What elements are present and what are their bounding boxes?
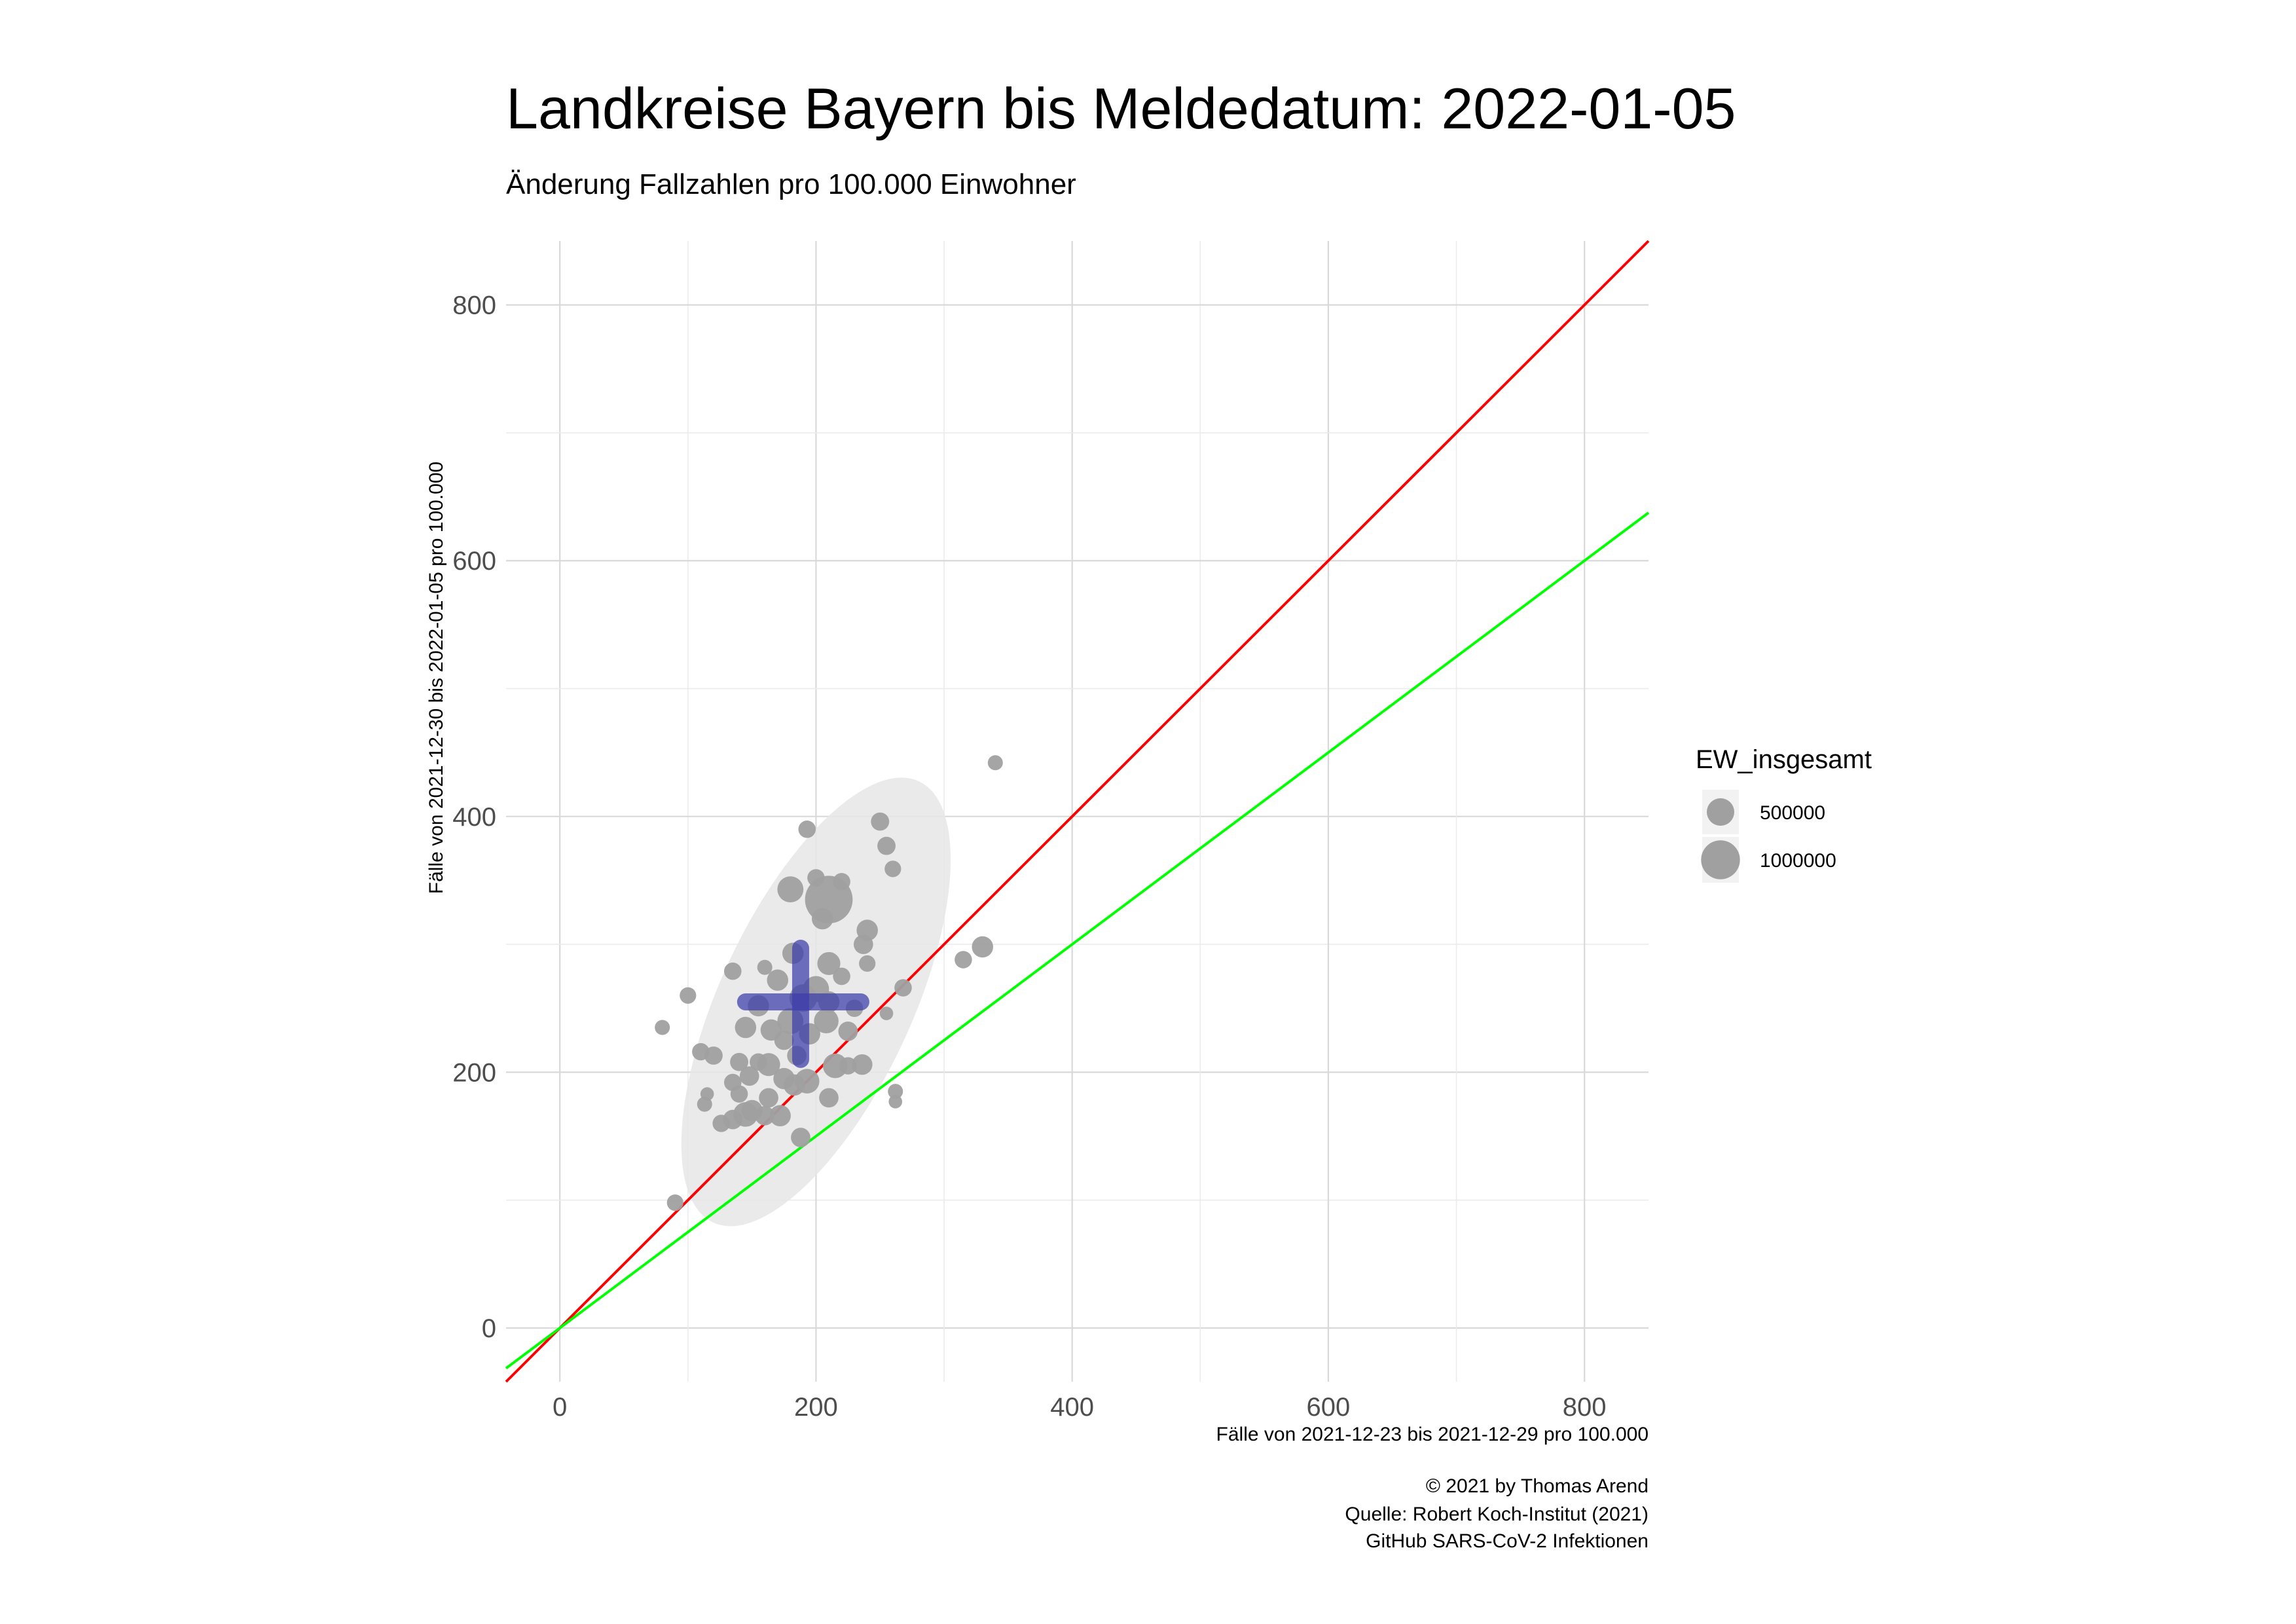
data-point — [852, 1054, 873, 1075]
data-point — [833, 967, 850, 986]
data-point — [712, 1115, 730, 1132]
x-tick-label: 0 — [553, 1393, 567, 1422]
reference-line-2 — [505, 511, 1650, 1370]
data-point — [730, 1085, 748, 1103]
data-point — [680, 987, 697, 1004]
caption-line-3: GitHub SARS-CoV-2 Infektionen — [1366, 1530, 1649, 1552]
data-point — [888, 1095, 902, 1109]
data-point — [822, 1053, 848, 1079]
data-point — [894, 979, 912, 997]
data-point — [755, 1105, 775, 1126]
data-point — [814, 1008, 839, 1034]
data-point — [723, 962, 742, 980]
data-point — [955, 951, 972, 969]
y-tick-label: 400 — [452, 803, 496, 832]
data-point — [774, 1030, 794, 1050]
data-point — [791, 1128, 811, 1147]
y-tick-label: 0 — [482, 1314, 496, 1343]
data-point — [730, 1052, 748, 1071]
chart-title: Landkreise Bayern bis Meldedatum: 2022-0… — [506, 76, 1736, 141]
data-point — [739, 1066, 759, 1086]
data-point — [811, 908, 833, 930]
data-point — [769, 1105, 791, 1127]
caption-line-1: © 2021 by Thomas Arend — [1426, 1475, 1649, 1497]
data-point — [888, 1084, 903, 1099]
reference-line-1 — [505, 240, 1650, 1383]
data-point — [838, 1022, 858, 1041]
x-tick-label: 600 — [1307, 1393, 1351, 1422]
data-point — [859, 955, 876, 972]
mean-cross — [737, 939, 869, 1068]
data-point — [757, 959, 773, 975]
data-point — [735, 1016, 757, 1039]
data-point — [704, 1046, 723, 1065]
data-point — [877, 836, 896, 855]
x-tick-label: 200 — [794, 1393, 838, 1422]
legend-key-1000000 — [1701, 840, 1740, 879]
data-point — [798, 821, 816, 838]
x-axis-label: Fälle von 2021-12-23 bis 2021-12-29 pro … — [1216, 1424, 1649, 1445]
caption-line-2: Quelle: Robert Koch-Institut (2021) — [1345, 1504, 1649, 1525]
reference-lines — [505, 240, 1650, 1383]
y-tick-label: 800 — [452, 291, 496, 320]
data-point — [655, 1020, 670, 1035]
x-tick-label: 800 — [1563, 1393, 1607, 1422]
legend-title: EW_insgesamt — [1696, 745, 1872, 774]
data-point — [819, 1088, 839, 1108]
data-point — [783, 1074, 805, 1096]
y-axis-ticks: 0 200 400 600 800 — [452, 291, 496, 1343]
data-point — [697, 1096, 712, 1112]
data-point — [757, 1053, 780, 1077]
data-point — [871, 812, 890, 831]
legend: EW_insgesamt 500000 1000000 — [1696, 745, 1872, 883]
x-axis-ticks: 0 200 400 600 800 — [553, 1393, 1607, 1422]
data-point — [853, 934, 873, 954]
legend-label-1000000: 1000000 — [1760, 850, 1836, 872]
data-point — [666, 1194, 683, 1211]
data-point — [777, 876, 804, 903]
data-point — [767, 969, 788, 991]
y-axis-label: Fälle von 2021-12-30 bis 2022-01-05 pro … — [426, 462, 447, 894]
data-point — [987, 755, 1003, 771]
data-point — [759, 1088, 778, 1108]
y-tick-label: 600 — [452, 547, 496, 576]
data-point — [817, 951, 841, 975]
legend-label-500000: 500000 — [1760, 802, 1825, 824]
x-tick-label: 400 — [1050, 1393, 1094, 1422]
chart-subtitle: Änderung Fallzahlen pro 100.000 Einwohne… — [506, 168, 1076, 200]
data-point — [972, 936, 994, 958]
legend-key-500000 — [1707, 798, 1734, 826]
y-tick-label: 200 — [452, 1058, 496, 1087]
data-point — [879, 1006, 894, 1020]
data-point — [884, 860, 902, 877]
